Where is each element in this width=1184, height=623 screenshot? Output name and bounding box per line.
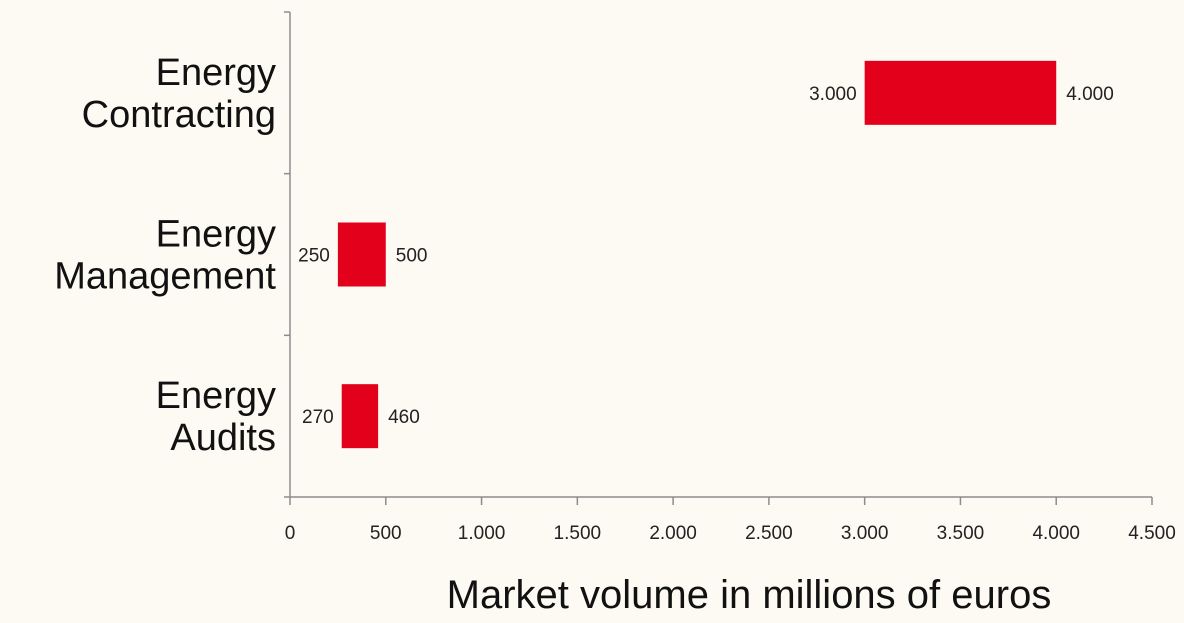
bar-high-label: 4.000 <box>1066 84 1114 105</box>
category-labels: EnergyContractingEnergyManagementEnergyA… <box>54 52 276 459</box>
x-axis-ticks: 0 500 1.000 1.500 2.000 2.500 3.000 3.500 4.000 4… <box>285 497 1176 544</box>
x-tick-label: 4.500 <box>1128 523 1176 544</box>
range-bar <box>341 384 379 449</box>
category-label-line: Audits <box>170 417 276 459</box>
bar-high-label: 500 <box>396 246 428 267</box>
bar-low-label: 250 <box>298 246 330 267</box>
x-tick-label: 1.000 <box>458 523 506 544</box>
x-axis-title: Market volume in millions of euros <box>447 573 1052 617</box>
x-tick-label: 3.500 <box>937 523 985 544</box>
x-tick-label: 2.500 <box>745 523 793 544</box>
bar-low-label: 270 <box>302 407 334 428</box>
range-bar <box>337 222 386 287</box>
category-label-line: Energy <box>156 214 276 256</box>
range-bar <box>864 60 1057 125</box>
bar-high-label: 460 <box>388 407 420 428</box>
category-label-line: Management <box>54 256 276 298</box>
x-tick-label: 1.500 <box>554 523 602 544</box>
bar-low-label: 3.000 <box>809 84 857 105</box>
category-label-line: Contracting <box>82 94 276 136</box>
x-tick-label: 500 <box>370 523 402 544</box>
y-axis-ticks <box>284 11 290 498</box>
range-bars: 3.000 4.000 250 500 270 460 <box>298 60 1114 449</box>
category-label-line: Energy <box>156 375 276 417</box>
x-tick-label: 3.000 <box>841 523 889 544</box>
x-tick-label: 4.000 <box>1032 523 1080 544</box>
category-label-line: Energy <box>156 52 276 94</box>
x-tick-label: 0 <box>285 523 296 544</box>
x-tick-label: 2.000 <box>649 523 697 544</box>
